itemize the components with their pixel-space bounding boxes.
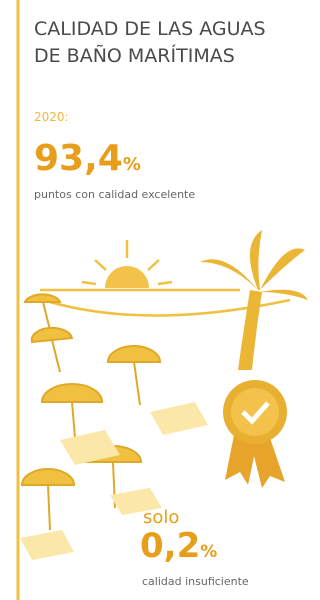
year-label: 2020: bbox=[34, 110, 69, 124]
stat-unit: % bbox=[123, 154, 141, 175]
secondary-stat: 0,2% bbox=[140, 526, 217, 566]
palm-tree bbox=[200, 230, 308, 370]
title-line: CALIDAD DE LAS AGUAS bbox=[34, 18, 266, 40]
stat-number: 93,4 bbox=[34, 138, 123, 179]
stat-caption: calidad insuficiente bbox=[142, 575, 249, 588]
main-stat: 93,4% bbox=[34, 138, 141, 179]
stat-unit: % bbox=[200, 542, 217, 562]
infographic: CALIDAD DE LAS AGUAS DE BAÑO MARÍTIMAS 2… bbox=[0, 0, 311, 600]
stat-prefix: solo bbox=[143, 507, 179, 528]
award-badge bbox=[223, 380, 287, 488]
stat-caption: puntos con calidad excelente bbox=[34, 188, 195, 201]
stat-number: 0,2 bbox=[140, 526, 200, 566]
title-line: DE BAÑO MARÍTIMAS bbox=[34, 45, 235, 67]
